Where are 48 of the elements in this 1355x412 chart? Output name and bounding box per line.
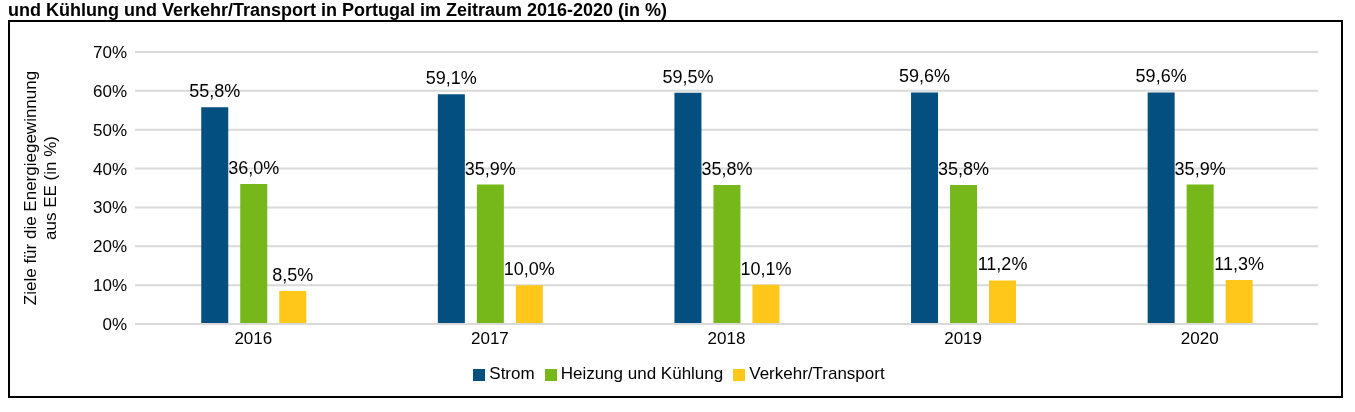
y-tick-label: 0% bbox=[102, 315, 127, 335]
data-label: 8,5% bbox=[272, 264, 314, 285]
data-label: 59,5% bbox=[662, 66, 714, 87]
data-label: 10,1% bbox=[740, 258, 792, 279]
data-label: 11,3% bbox=[1214, 254, 1264, 275]
x-tick-label: 2019 bbox=[944, 329, 983, 349]
data-label: 35,9% bbox=[1174, 158, 1226, 179]
legend-label: Heizung und Kühlung bbox=[560, 364, 724, 383]
chart-title: und Kühlung und Verkehr/Transport in Portugal im Zeitraum 2016-2020 (in %) bbox=[8, 0, 669, 20]
bar bbox=[713, 184, 741, 324]
bar bbox=[911, 92, 939, 324]
bar bbox=[950, 184, 978, 324]
y-tick-label: 70% bbox=[92, 43, 127, 63]
data-label: 59,1% bbox=[425, 68, 477, 89]
data-label: 35,9% bbox=[464, 158, 516, 179]
x-tick-label: 2016 bbox=[234, 329, 273, 349]
y-tick-label: 10% bbox=[92, 276, 127, 296]
bar bbox=[515, 285, 543, 324]
bar bbox=[476, 184, 504, 324]
data-label: 59,6% bbox=[899, 66, 951, 87]
bar bbox=[201, 107, 229, 324]
y-tick-label: 20% bbox=[92, 237, 127, 257]
y-tick-label: 50% bbox=[92, 120, 127, 140]
data-label: 11,2% bbox=[977, 254, 1028, 275]
bar bbox=[1147, 92, 1175, 324]
bar bbox=[989, 280, 1017, 324]
bar bbox=[240, 184, 268, 324]
bar bbox=[1186, 184, 1214, 324]
x-tick-label: 2020 bbox=[1180, 329, 1219, 349]
x-tick-label: 2018 bbox=[707, 329, 746, 349]
y-tick-label: 30% bbox=[92, 198, 127, 218]
data-label: 55,8% bbox=[189, 81, 241, 102]
data-label: 35,8% bbox=[701, 158, 753, 179]
data-label: 59,6% bbox=[1135, 66, 1187, 87]
bar bbox=[279, 290, 307, 324]
legend-label: Strom bbox=[489, 364, 535, 383]
legend-label: Verkehr/Transport bbox=[749, 364, 885, 383]
y-tick-label: 40% bbox=[92, 159, 127, 179]
bar bbox=[1225, 280, 1253, 324]
bar bbox=[437, 94, 465, 324]
bar bbox=[752, 284, 780, 324]
data-label: 35,8% bbox=[938, 158, 990, 179]
bar bbox=[674, 92, 702, 324]
x-tick-label: 2017 bbox=[470, 329, 509, 349]
data-label: 36,0% bbox=[228, 158, 280, 179]
data-label: 10,0% bbox=[503, 259, 555, 280]
y-tick-label: 60% bbox=[92, 81, 127, 101]
y-axis-title: Ziele für die Energiegewinnung aus EE (in %) bbox=[21, 70, 60, 306]
